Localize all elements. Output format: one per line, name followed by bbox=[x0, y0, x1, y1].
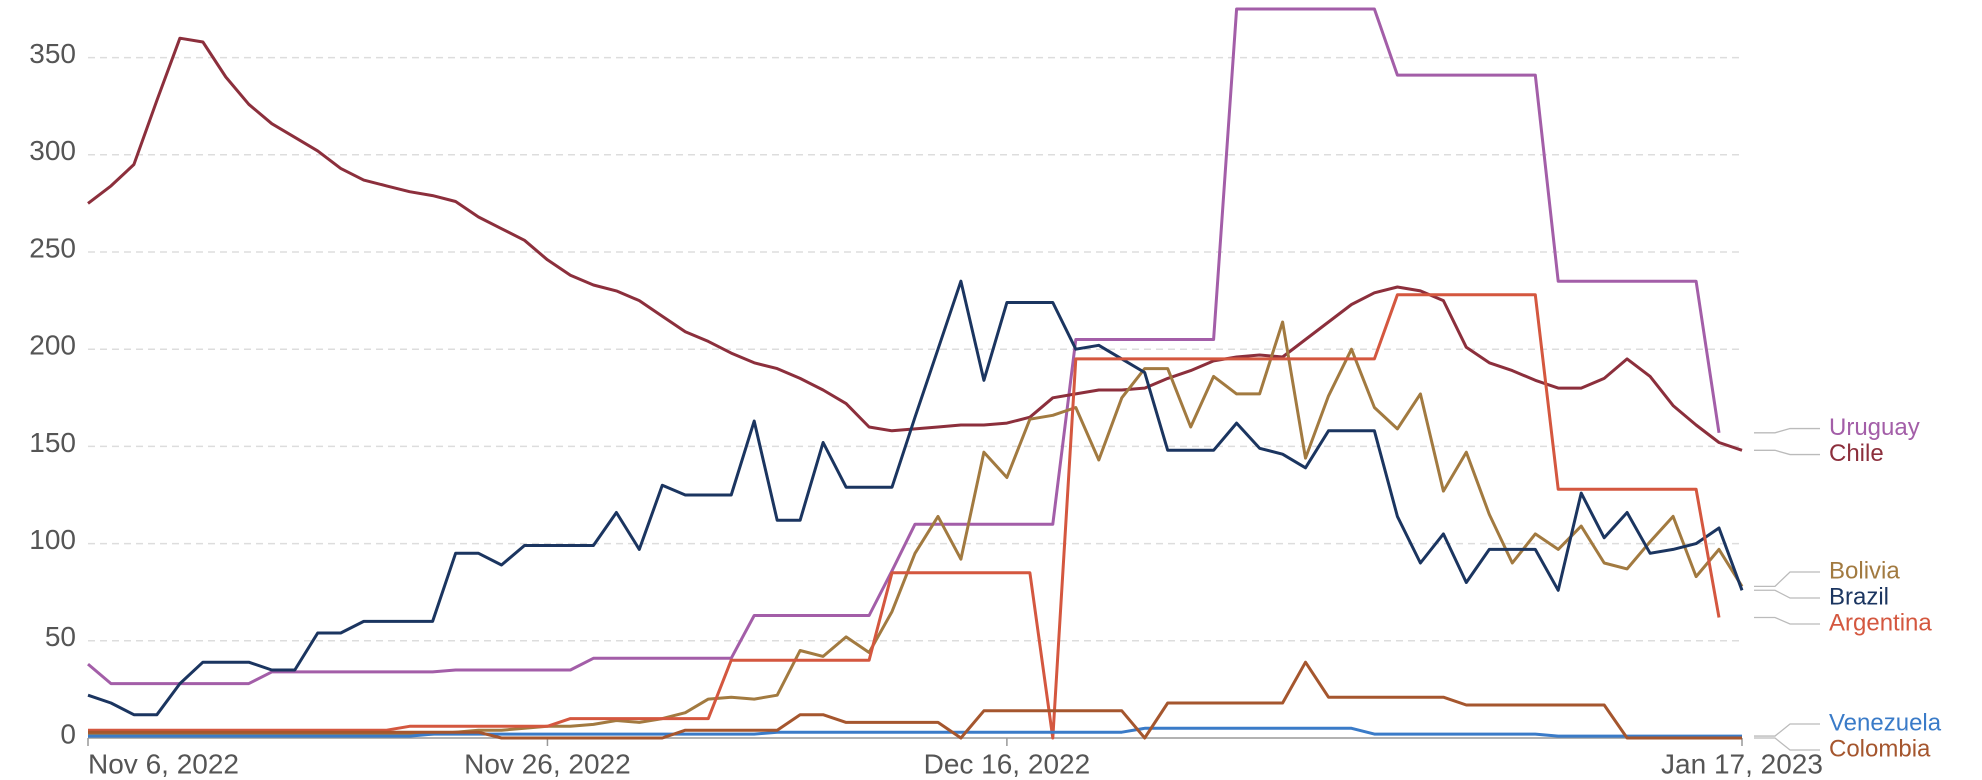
x-tick-label: Dec 16, 2022 bbox=[924, 748, 1091, 779]
legend-label: Argentina bbox=[1829, 609, 1932, 636]
x-tick-label: Jan 17, 2023 bbox=[1661, 748, 1823, 779]
legend-label: Bolivia bbox=[1829, 557, 1900, 584]
leader-line bbox=[1754, 723, 1820, 737]
y-tick-label: 200 bbox=[29, 330, 76, 361]
leader-line bbox=[1754, 616, 1820, 625]
series-line bbox=[87, 279, 1744, 717]
leader-line bbox=[1754, 427, 1820, 434]
x-tick-label: Nov 6, 2022 bbox=[88, 748, 239, 779]
series-line bbox=[87, 7, 1721, 686]
y-tick-label: 250 bbox=[29, 232, 76, 263]
leader-line bbox=[1754, 449, 1820, 456]
series-line bbox=[88, 726, 1742, 738]
y-tick-label: 300 bbox=[29, 135, 76, 166]
legend-label: Uruguay bbox=[1829, 414, 1920, 441]
legend-label: Brazil bbox=[1829, 583, 1889, 610]
series-line bbox=[87, 36, 1743, 452]
series-line bbox=[88, 660, 1742, 740]
series-line bbox=[88, 293, 1721, 740]
legend-label: Colombia bbox=[1829, 735, 1931, 762]
leader-line bbox=[1754, 589, 1820, 599]
y-tick-label: 50 bbox=[45, 621, 76, 652]
y-tick-label: 0 bbox=[60, 718, 76, 749]
series-line bbox=[88, 320, 1744, 736]
y-tick-label: 100 bbox=[29, 524, 76, 555]
x-tick-label: Nov 26, 2022 bbox=[464, 748, 631, 779]
legend-label: Chile bbox=[1829, 440, 1884, 467]
leader-line bbox=[1754, 737, 1820, 751]
y-tick-label: 150 bbox=[29, 427, 76, 458]
leader-line bbox=[1754, 571, 1820, 588]
legend-label: Venezuela bbox=[1829, 709, 1942, 736]
y-tick-label: 350 bbox=[29, 38, 76, 69]
